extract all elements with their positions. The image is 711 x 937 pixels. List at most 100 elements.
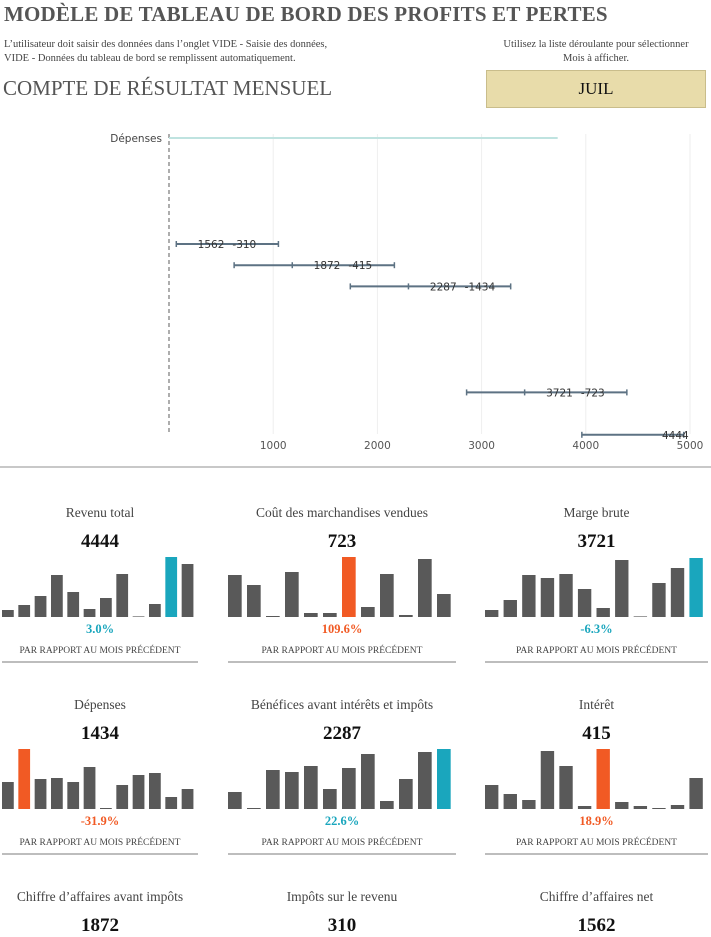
mini-bar — [323, 789, 337, 809]
card-comparison: PAR RAPPORT AU MOIS PRÉCÉDENT — [516, 838, 677, 848]
total-label: 1872 — [314, 260, 341, 272]
mini-bar — [2, 610, 14, 617]
card-value: 4444 — [81, 531, 119, 552]
total-label: 3721 — [546, 387, 573, 399]
change-label: -415 — [348, 260, 372, 272]
mini-bar — [266, 616, 280, 617]
mini-bar — [100, 808, 112, 809]
change-label: -310 — [232, 239, 256, 251]
card-comparison: PAR RAPPORT AU MOIS PRÉCÉDENT — [19, 838, 181, 848]
mini-bar — [485, 610, 499, 617]
mini-bar — [83, 767, 96, 809]
card-title: Coût des marchandises vendues — [255, 505, 429, 520]
mini-bar — [670, 805, 685, 809]
mini-bar — [540, 751, 555, 809]
mini-bar-chart — [2, 557, 194, 617]
mini-bar — [380, 801, 394, 809]
card-value: 3721 — [577, 531, 616, 552]
mini-bar — [149, 604, 161, 617]
mini-bar — [51, 778, 63, 809]
mini-bar — [652, 583, 666, 617]
change-label: -1434 — [465, 281, 496, 293]
mini-bar — [503, 794, 517, 809]
mini-bar — [247, 808, 261, 809]
card-change: 109.6% — [321, 622, 363, 636]
mini-bar — [34, 596, 47, 617]
hint-line: Utilisez la liste déroulante pour sélect… — [503, 39, 689, 50]
mini-bar — [228, 575, 242, 617]
instruction-line: VIDE - Données du tableau de bord se rem… — [4, 53, 296, 64]
mini-bar — [34, 779, 47, 809]
card-title: Chiffre d’affaires avant impôts — [16, 889, 184, 904]
card-underline — [485, 661, 708, 663]
card-change: -31.9% — [80, 814, 120, 828]
x-tick-label: 2000 — [364, 440, 391, 452]
mini-bar — [540, 578, 555, 617]
mini-bar — [18, 605, 31, 617]
mini-bar — [165, 797, 178, 809]
mini-bar-chart — [485, 558, 703, 617]
month-dropdown[interactable]: JUIL — [486, 70, 706, 108]
mini-bar-chart — [228, 557, 451, 617]
card-value: 415 — [582, 723, 611, 744]
page-title: MODÈLE DE TABLEAU DE BORD DES PROFITS ET… — [4, 2, 608, 26]
mini-bar — [596, 608, 610, 617]
mini-bar — [485, 785, 499, 809]
mini-bar — [615, 560, 629, 617]
card-comparison: PAR RAPPORT AU MOIS PRÉCÉDENT — [516, 646, 677, 656]
waterfall-chart: 1000 2000 3000 4000 5000 Dépenses 1562 -310 1872… — [110, 133, 704, 452]
mini-bar — [689, 558, 703, 617]
mini-bar — [116, 785, 129, 809]
mini-bar — [18, 749, 31, 809]
mini-bar-chart — [228, 749, 451, 809]
card-value: 2287 — [323, 723, 361, 744]
card-title: Revenu total — [65, 505, 135, 520]
mini-bar — [652, 808, 666, 809]
section-title: COMPTE DE RÉSULTAT MENSUEL — [3, 76, 333, 100]
mini-bar — [380, 574, 394, 617]
mini-bar — [266, 770, 280, 809]
card-title: Dépenses — [74, 697, 126, 712]
mini-bar — [633, 806, 648, 809]
card-title: Chiffre d’affaires net — [539, 889, 654, 904]
mini-bar — [100, 598, 112, 617]
dropdown-hint: Utilisez la liste déroulante pour sélect… — [486, 38, 706, 66]
mini-bar-chart — [485, 749, 703, 809]
card-change: -6.3% — [580, 622, 613, 636]
card-title: Impôts sur le revenu — [286, 889, 398, 904]
mini-bar — [149, 773, 161, 809]
card-change: 18.9% — [579, 814, 614, 828]
card-title: Intérêt — [578, 697, 615, 712]
card-underline — [228, 853, 456, 855]
instructions: L’utilisateur doit saisir des données da… — [4, 38, 327, 66]
card-comparison: PAR RAPPORT AU MOIS PRÉCÉDENT — [261, 838, 423, 848]
mini-bar — [689, 778, 703, 809]
y-tick-label: Dépenses — [110, 133, 162, 145]
card-change: 22.6% — [324, 814, 360, 828]
x-tick-label: 5000 — [677, 440, 704, 452]
mini-bar — [361, 754, 375, 809]
mini-bar — [116, 574, 129, 617]
mini-bar — [399, 615, 413, 617]
mini-bar — [228, 792, 242, 809]
card-underline — [2, 853, 198, 855]
mini-bar — [577, 589, 592, 617]
card-title: Marge brute — [563, 505, 630, 520]
mini-bar — [304, 766, 318, 809]
x-tick-label: 3000 — [468, 440, 495, 452]
card-value: 723 — [327, 531, 357, 552]
mini-bar — [181, 789, 194, 809]
total-label: 4444 — [662, 430, 689, 442]
mini-bar — [522, 800, 536, 809]
mini-bar — [418, 559, 432, 617]
mini-bar — [342, 768, 356, 809]
card-comparison: PAR RAPPORT AU MOIS PRÉCÉDENT — [19, 646, 181, 656]
mini-bar — [304, 613, 318, 617]
mini-bar — [615, 802, 629, 809]
mini-bar — [247, 585, 261, 617]
total-label: 2287 — [430, 281, 457, 293]
mini-bar — [361, 607, 375, 617]
mini-bar — [596, 749, 610, 809]
card-underline — [2, 661, 198, 663]
